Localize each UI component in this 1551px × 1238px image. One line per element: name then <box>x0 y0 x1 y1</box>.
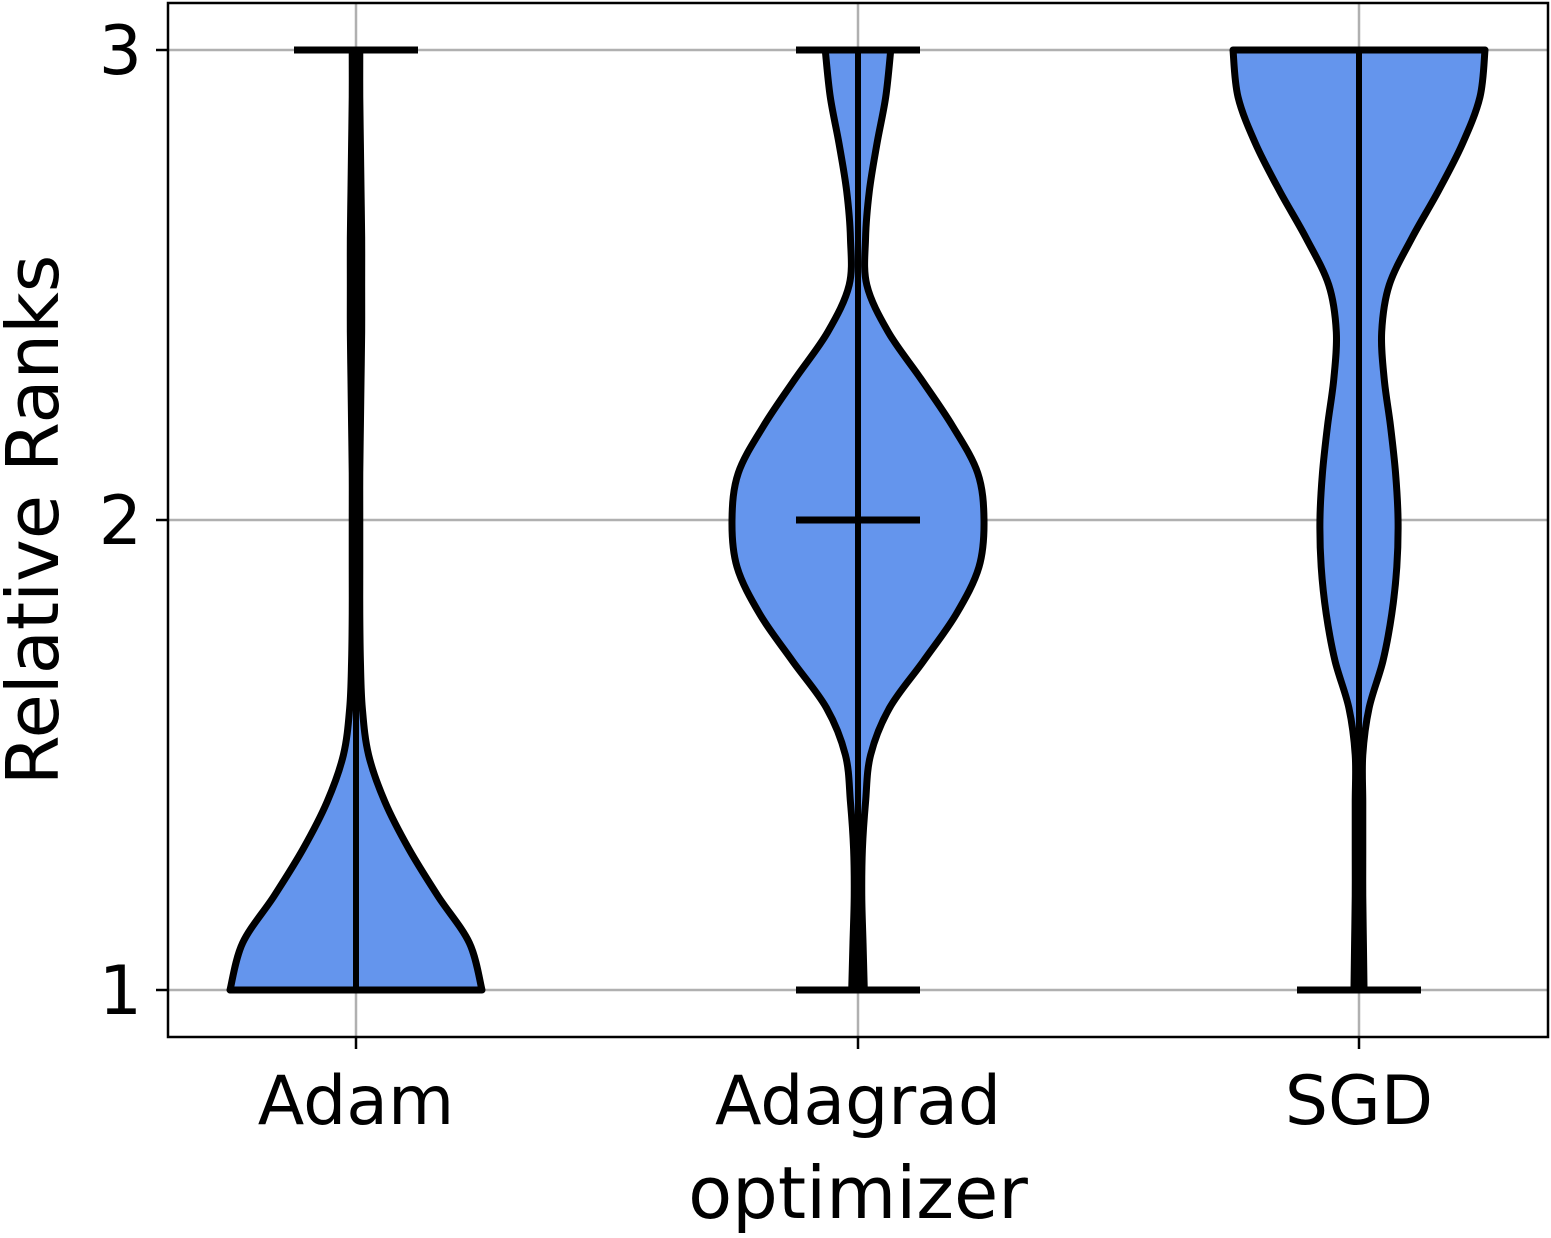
x-tick-label-adam: Adam <box>258 1062 454 1141</box>
y-tick-label-1: 1 <box>99 952 142 1031</box>
x-axis-label: optimizer <box>688 1151 1028 1235</box>
x-tick-label-adagrad: Adagrad <box>715 1062 1001 1141</box>
x-tick-label-sgd: SGD <box>1285 1062 1433 1141</box>
y-axis-label: Relative Ranks <box>0 255 75 786</box>
y-tick-label-3: 3 <box>99 12 142 91</box>
axis-ticks: 1 2 3 Adam Adagrad SGD <box>99 12 1433 1141</box>
y-tick-label-2: 2 <box>99 482 142 561</box>
violins <box>226 46 1489 994</box>
